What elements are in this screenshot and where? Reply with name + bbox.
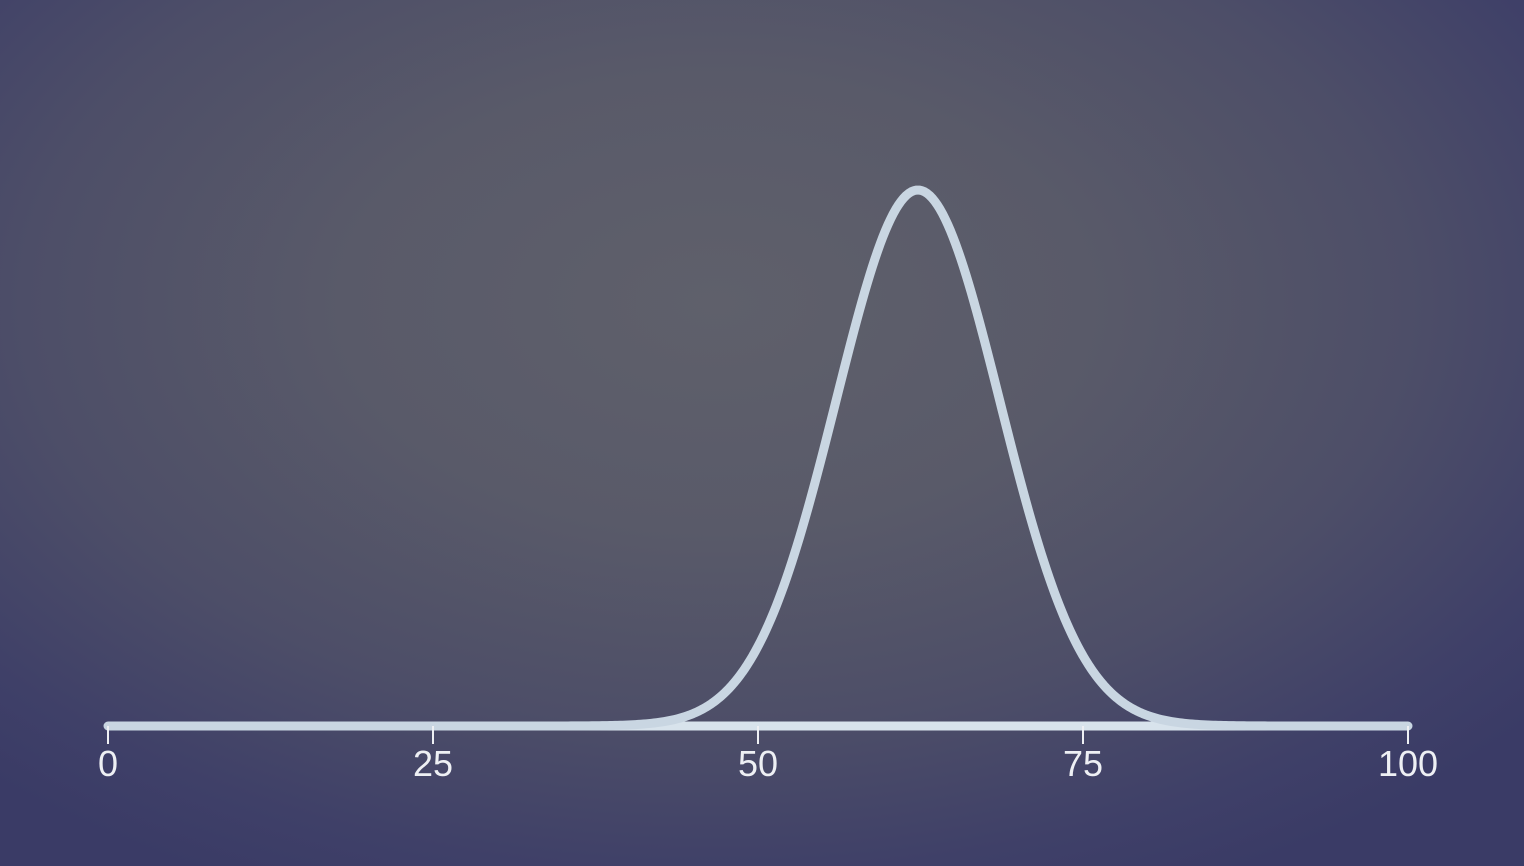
- curve-layer: [103, 185, 1413, 731]
- x-tick-label: 50: [738, 743, 778, 784]
- x-tick-label: 75: [1063, 743, 1103, 784]
- x-axis-ticks: 0 25 50 75 100: [98, 726, 1438, 784]
- distribution-curve: [103, 185, 1413, 731]
- x-tick-label: 100: [1378, 743, 1438, 784]
- x-tick-label: 0: [98, 743, 118, 784]
- x-tick-label: 25: [413, 743, 453, 784]
